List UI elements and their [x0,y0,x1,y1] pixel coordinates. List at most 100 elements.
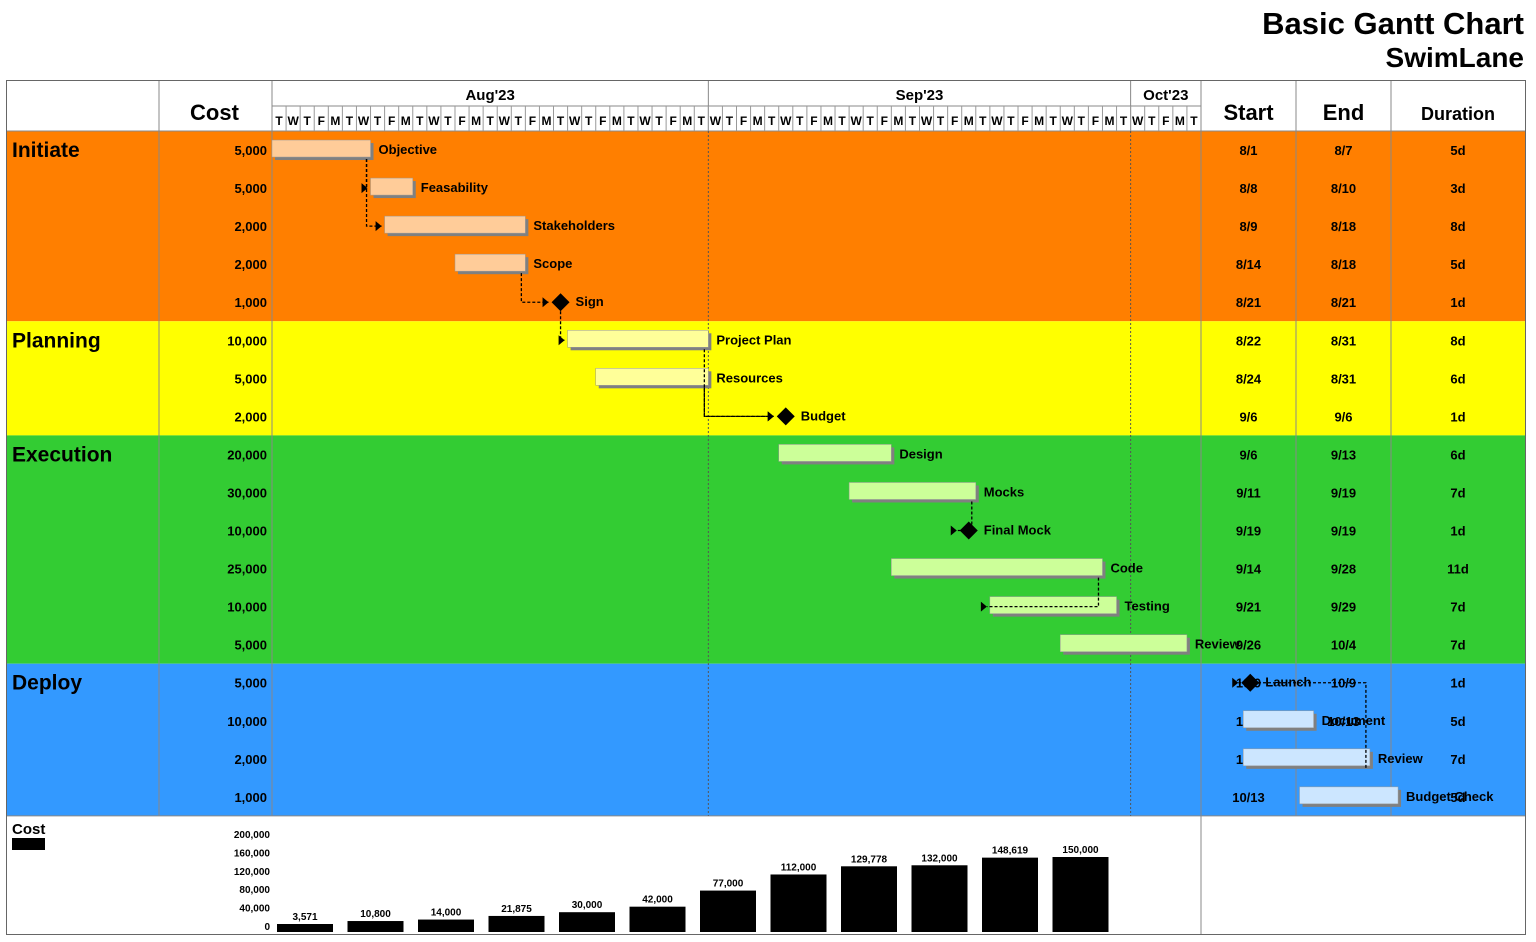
cost-bar-label: 150,000 [1062,845,1099,856]
day-letter: F [318,114,325,128]
start-cell: 9/21 [1236,600,1261,615]
task-bar [778,444,892,462]
duration-cell: 1d [1450,295,1465,310]
header-duration: Duration [1421,104,1495,124]
cost-cell: 5,000 [234,371,267,386]
cost-cell: 20,000 [227,447,267,462]
duration-cell: 5d [1450,790,1465,805]
chart-title-block: Basic Gantt Chart SwimLane [1262,6,1524,74]
day-letter: T [796,114,804,128]
cost-cell: 2,000 [234,257,267,272]
cost-cell: 25,000 [227,562,267,577]
day-letter: T [444,114,452,128]
task-bar [1059,634,1188,652]
cost-bar [1052,857,1109,932]
day-letter: T [698,114,706,128]
day-letter: W [991,114,1003,128]
duration-cell: 5d [1450,714,1465,729]
task-label: Budget Check [1406,789,1494,804]
task-bar [1299,786,1399,805]
dependency-line [703,387,774,418]
day-letter: M [753,114,763,128]
cost-bar-label: 10,800 [360,909,391,920]
day-letter: W [710,114,722,128]
task-label: Sign [576,294,604,309]
day-letter: M [471,114,481,128]
day-letter: F [810,114,817,128]
day-letter: W [358,114,370,128]
cost-cell: 10,000 [227,714,267,729]
start-cell: 8/22 [1236,333,1261,348]
cost-y-tick: 120,000 [234,867,271,878]
duration-cell: 5d [1450,143,1465,158]
duration-cell: 7d [1450,638,1465,653]
cost-cell: 5,000 [234,638,267,653]
day-letter: T [557,114,565,128]
chart-title: Basic Gantt Chart [1262,6,1524,41]
cost-y-tick: 0 [264,922,270,933]
task-label: Stakeholders [533,218,615,233]
end-cell: 9/28 [1331,562,1356,577]
day-letter: T [585,114,593,128]
day-letter: M [330,114,340,128]
duration-cell: 7d [1450,600,1465,615]
header-end: End [1323,100,1365,125]
task-label: Document [1322,713,1386,728]
start-cell: 9/19 [1236,524,1261,539]
end-cell: 8/10 [1331,181,1356,196]
dependency-arrow [767,411,774,422]
end-cell: 9/19 [1331,524,1356,539]
day-letter: T [1007,114,1015,128]
cost-bar-label: 132,000 [921,853,958,864]
task-bar [454,253,526,272]
end-cell: 8/7 [1334,143,1352,158]
day-letter: W [780,114,792,128]
start-cell: 9/11 [1236,485,1261,500]
cost-cell: 5,000 [234,676,267,691]
task-label: Scope [533,256,572,271]
cost-cell: 2,000 [234,219,267,234]
duration-cell: 11d [1447,562,1469,577]
lane-label: Initiate [12,139,80,162]
day-letter: W [1132,114,1144,128]
start-cell: 9/6 [1239,447,1257,462]
day-letter: M [964,114,974,128]
cost-bar-label: 42,000 [642,895,673,906]
task-label: Mocks [984,484,1024,499]
cost-bar [629,906,686,932]
milestone-marker [776,407,795,426]
dependency-arrow [542,297,549,308]
day-letter: F [388,114,395,128]
day-letter: M [1175,114,1185,128]
dependency-arrow [558,335,565,346]
task-bar [1242,748,1371,767]
cost-y-tick: 160,000 [234,848,271,859]
lane-label: Execution [12,443,112,466]
day-letter: T [867,114,875,128]
day-letter: M [1105,114,1115,128]
gantt-frame: Initiate Planning Execution Deploy Aug'23 Sep… [6,80,1526,935]
duration-cell: 7d [1450,752,1465,767]
start-cell: 9/6 [1239,409,1257,424]
start-cell: 8/14 [1236,257,1262,272]
task-bar [384,215,526,234]
milestone-marker [551,293,570,312]
day-letter: W [850,114,862,128]
duration-cell: 3d [1450,181,1465,196]
lane-execution [7,435,1525,664]
task-label: Code [1110,561,1143,576]
end-cell: 9/13 [1331,447,1356,462]
cost-bar [982,857,1038,932]
dependency-line [703,349,774,418]
start-cell: 9/26 [1236,638,1261,653]
cost-bar-label: 14,000 [431,908,462,919]
cost-cell: 10,000 [227,600,267,615]
cost-cell: 2,000 [234,752,267,767]
end-cell: 8/21 [1331,295,1356,310]
day-letter: M [682,114,692,128]
day-letter: F [1092,114,1099,128]
cost-cell: 10,000 [227,524,267,539]
day-letter: T [627,114,635,128]
task-bar [848,482,977,500]
lane-label: Planning [12,329,101,352]
